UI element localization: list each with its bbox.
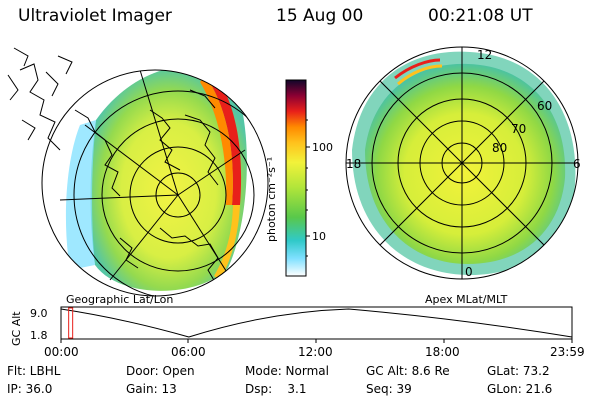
- gc-altitude: GC Alt: 8.6 Re: [366, 364, 450, 378]
- color-tick-100: 100: [312, 141, 333, 154]
- timeline-ytick-max: 9.0: [30, 307, 48, 320]
- mlat-label-80: 80: [492, 141, 507, 155]
- right-emission-oval: [365, 63, 566, 265]
- orbit-altitude-curve: [60, 308, 573, 338]
- door-status: Door: Open: [126, 364, 195, 378]
- timeline-xtick-1800: 18:00: [425, 345, 460, 359]
- uv-emission-image: [90, 70, 247, 291]
- color-scale-bar: [285, 79, 307, 277]
- mlt-label-6: 6: [573, 157, 581, 171]
- filter-value: Flt: LBHL: [7, 364, 61, 378]
- mlt-label-18: 18: [346, 157, 361, 171]
- timeline-ytick-min: 1.8: [30, 329, 48, 342]
- instrument-title: Ultraviolet Imager: [18, 6, 172, 26]
- geo-latitude: GLat: 73.2: [487, 364, 550, 378]
- color-tick-10: 10: [312, 230, 326, 243]
- observation-time: 00:21:08 UT: [428, 6, 533, 26]
- dsp-value: Dsp: 3.1: [245, 382, 307, 396]
- left-map-caption: Geographic Lat/Lon: [66, 293, 173, 306]
- dayside-bright-arc: [205, 70, 242, 205]
- right-map-caption: Apex MLat/MLT: [425, 293, 508, 306]
- mode-value: Mode: Normal: [245, 364, 329, 378]
- gain-value: Gain: 13: [126, 382, 177, 396]
- magnetic-map: 12 18 6 0 60 70 80 Apex MLat/MLT: [345, 46, 581, 306]
- timeline-xtick-1200: 12:00: [298, 345, 333, 359]
- geographic-map: Geographic Lat/Lon: [7, 47, 269, 306]
- sequence-number: Seq: 39: [366, 382, 412, 396]
- ip-value: IP: 36.0: [7, 382, 53, 396]
- geo-longitude: GLon: 21.6: [487, 382, 553, 396]
- current-time-marker: [68, 307, 74, 339]
- uv-cyan-fringe: [65, 120, 96, 270]
- timeline-xtick-0000: 00:00: [44, 345, 79, 359]
- mlt-label-12: 12: [477, 48, 492, 62]
- mlt-label-0: 0: [465, 265, 473, 279]
- timeline-xtick-0600: 06:00: [171, 345, 206, 359]
- timeline-ylabel: GC Alt: [10, 311, 23, 346]
- mlat-label-60: 60: [537, 99, 552, 113]
- color-scale-unit: photon cm⁻²s⁻¹: [265, 157, 278, 242]
- mlat-label-70: 70: [511, 122, 526, 136]
- orbit-timeline: GC Alt 9.0 1.8 00:00 06:00 12:00 18:00 2…: [10, 306, 585, 359]
- observation-date: 15 Aug 00: [276, 6, 364, 26]
- color-scale: 100 10 photon cm⁻²s⁻¹: [265, 79, 333, 277]
- timeline-xtick-2359: 23:59: [550, 345, 585, 359]
- timeline-frame: [60, 306, 573, 340]
